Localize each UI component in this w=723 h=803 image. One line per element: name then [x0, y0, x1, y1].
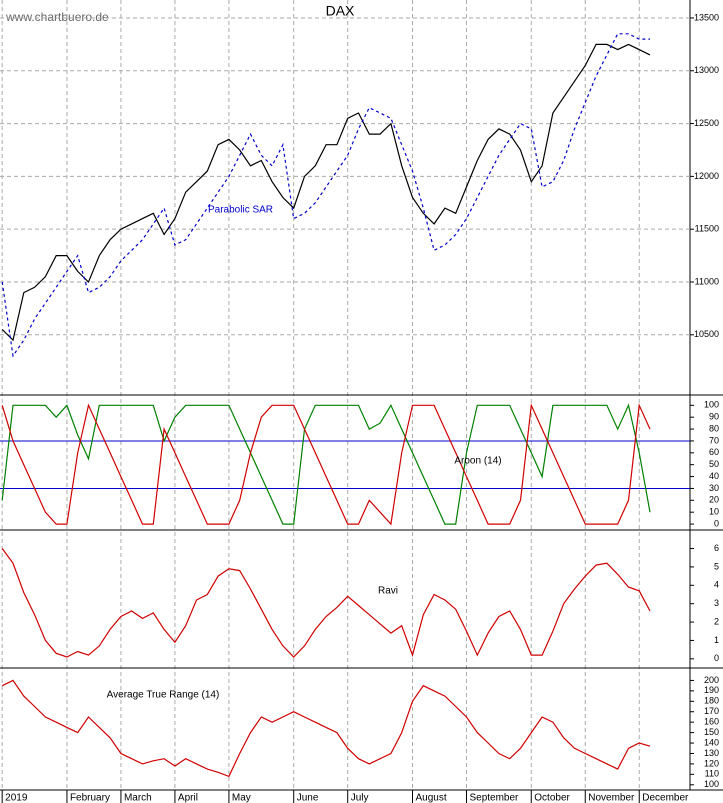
y-tick-label: 80 [709, 423, 719, 433]
y-tick-label: 150 [704, 727, 719, 737]
y-tick-label: 11000 [695, 276, 719, 286]
y-tick-label: 2 [714, 616, 719, 626]
y-tick-label: 4 [714, 580, 719, 590]
series-label: Parabolic SAR [208, 205, 273, 216]
y-tick-label: 110 [705, 769, 719, 779]
x-tick-label: 2019 [5, 793, 28, 803]
y-tick-label: 20 [709, 495, 719, 505]
x-tick-label: November [588, 793, 635, 803]
y-tick-label: 120 [704, 758, 719, 768]
y-tick-label: 90 [709, 412, 719, 422]
x-tick-label: March [124, 793, 152, 803]
y-tick-label: 100 [704, 779, 719, 789]
x-tick-label: July [351, 793, 369, 803]
x-tick-label: May [232, 793, 251, 803]
x-tick-label: August [415, 793, 446, 803]
panel-title: Ravi [378, 586, 398, 597]
y-tick-label: 10500 [694, 329, 719, 339]
y-tick-label: 100 [704, 400, 719, 410]
y-tick-label: 40 [709, 471, 719, 481]
y-tick-label: 13500 [694, 12, 719, 22]
y-tick-label: 30 [709, 483, 719, 493]
y-tick-label: 0 [714, 653, 719, 663]
x-tick-label: December [642, 793, 689, 803]
y-tick-label: 70 [709, 435, 719, 445]
panel-title: Aroon (14) [454, 456, 501, 467]
y-tick-label: 12500 [694, 118, 719, 128]
y-tick-label: 200 [704, 675, 719, 685]
series-line [1, 548, 651, 658]
series-line [1, 679, 651, 778]
y-tick-label: 160 [704, 717, 719, 727]
y-tick-label: 190 [704, 685, 719, 695]
y-tick-label: 50 [709, 459, 719, 469]
series-line [1, 403, 651, 525]
y-tick-label: 6 [714, 543, 719, 553]
y-tick-label: 130 [704, 748, 719, 758]
x-tick-label: February [70, 793, 110, 803]
y-tick-label: 10 [709, 507, 719, 517]
x-tick-label: October [534, 793, 570, 803]
x-tick-label: April [178, 793, 198, 803]
y-tick-label: 60 [709, 447, 719, 457]
panel-title: DAX [326, 3, 355, 19]
watermark: www.chartbuero.de [5, 10, 109, 24]
indicator-line [1, 33, 650, 358]
y-tick-label: 180 [704, 696, 719, 706]
y-tick-label: 0 [714, 518, 719, 528]
y-tick-label: 3 [714, 598, 719, 608]
y-tick-label: 5 [714, 561, 719, 571]
y-tick-label: 1 [714, 635, 719, 645]
x-tick-label: June [297, 793, 319, 803]
y-tick-label: 11500 [695, 224, 719, 234]
y-tick-label: 13000 [694, 65, 719, 75]
y-tick-label: 12000 [694, 171, 719, 181]
x-tick-label: September [469, 793, 519, 803]
series-line [1, 43, 651, 342]
series-line [1, 403, 651, 526]
y-tick-label: 170 [704, 706, 719, 716]
y-tick-label: 140 [704, 737, 719, 747]
panel-title: Average True Range (14) [107, 690, 220, 701]
